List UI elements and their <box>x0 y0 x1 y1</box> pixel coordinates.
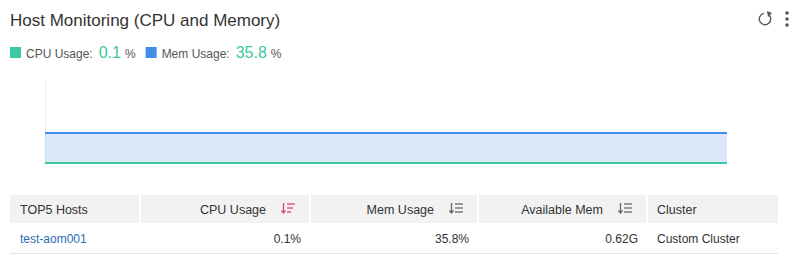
sort-icon[interactable] <box>450 203 464 213</box>
legend-value: 0.1 <box>99 44 121 61</box>
legend-value: 35.8 <box>236 44 267 61</box>
legend-unit: % <box>125 47 136 61</box>
host-link[interactable]: test-aom001 <box>20 232 87 246</box>
table-cell: 35.8% <box>435 232 469 246</box>
sort-arrow[interactable] <box>619 203 623 213</box>
column-divider <box>139 195 141 223</box>
series-line <box>45 162 727 164</box>
sort-bar[interactable] <box>287 211 291 212</box>
plot-area <box>45 133 727 163</box>
legend-swatch <box>146 47 157 58</box>
column-header[interactable]: Cluster <box>657 203 697 217</box>
menu-button[interactable] <box>785 11 789 27</box>
column-header[interactable]: Available Mem <box>521 203 603 217</box>
row-border <box>10 253 778 254</box>
legend-item: Mem Usage: 35.8% <box>146 44 282 61</box>
sort-bar[interactable] <box>287 207 293 208</box>
legend-unit: % <box>271 47 282 61</box>
legend-swatch <box>10 47 21 58</box>
sort-bar[interactable] <box>287 203 295 204</box>
sort-bar[interactable] <box>624 203 632 204</box>
sort-bar[interactable] <box>624 207 632 208</box>
legend-label: CPU Usage: <box>26 47 93 61</box>
column-divider <box>477 195 479 223</box>
column-header[interactable]: Mem Usage <box>367 203 434 217</box>
menu-dot[interactable] <box>785 17 789 21</box>
table: TOP5 Hosts CPU Usage Mem Usage Available Me… <box>10 195 778 254</box>
refresh-arrow[interactable] <box>767 11 772 17</box>
title: Host Monitoring (CPU and Memory) <box>10 11 280 30</box>
table-cell: Custom Cluster <box>657 232 740 246</box>
column-divider <box>646 195 648 223</box>
menu-dot[interactable] <box>785 23 789 27</box>
sort-icon[interactable] <box>619 203 633 213</box>
area-fill <box>45 133 727 163</box>
sort-bar[interactable] <box>455 207 463 208</box>
series-line <box>45 132 727 134</box>
table-cell: 0.62G <box>605 232 638 246</box>
sort-icon[interactable] <box>282 203 296 213</box>
sort-bar[interactable] <box>455 203 463 204</box>
sort-bar[interactable] <box>624 211 632 212</box>
sort-arrow[interactable] <box>282 203 286 213</box>
legend: CPU Usage: 0.1% Mem Usage: 35.8% <box>10 44 282 61</box>
legend-item: CPU Usage: 0.1% <box>10 44 136 61</box>
column-header[interactable]: TOP5 Hosts <box>20 203 88 217</box>
menu-dot[interactable] <box>785 11 789 15</box>
column-divider <box>309 195 311 223</box>
table-cell: 0.1% <box>274 232 302 246</box>
refresh-button[interactable] <box>759 11 772 25</box>
table-header-bg <box>10 195 778 223</box>
legend-label: Mem Usage: <box>162 47 230 61</box>
sort-arrow[interactable] <box>450 203 454 213</box>
widget: Host Monitoring (CPU and Memory) CPU Usag… <box>0 0 793 266</box>
sort-bar[interactable] <box>455 211 463 212</box>
column-header[interactable]: CPU Usage <box>200 203 266 217</box>
